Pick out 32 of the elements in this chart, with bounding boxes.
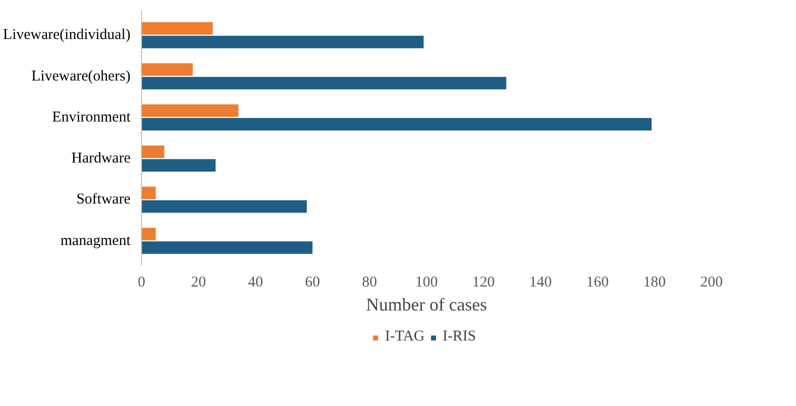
bar [142, 241, 312, 254]
bar [142, 200, 307, 213]
x-tick-label: 40 [248, 274, 263, 290]
y-tick-label: Environment [52, 109, 132, 126]
bar [142, 228, 156, 240]
x-tick-label: 100 [415, 274, 438, 290]
legend-label: I-RIS [442, 328, 476, 346]
bar [142, 146, 164, 158]
bar [142, 104, 238, 117]
x-tick-label: 200 [700, 274, 723, 290]
y-tick-label: Software [76, 192, 131, 208]
bar [142, 186, 156, 200]
x-tick-label: 180 [643, 274, 666, 290]
bar [142, 63, 193, 76]
bar [142, 22, 213, 35]
x-axis-title: Number of cases [366, 294, 487, 314]
bar [142, 118, 652, 130]
bar [142, 76, 506, 90]
y-tick-label: Liveware(individual) [3, 27, 131, 44]
x-tick-label: 0 [138, 274, 146, 290]
bar [142, 36, 424, 48]
y-tick-label: managment [60, 232, 132, 249]
x-tick-label: 160 [586, 274, 609, 290]
x-tick-label: 60 [305, 274, 320, 290]
x-tick-label: 80 [362, 274, 377, 290]
y-tick-label: Liveware(ohers) [31, 68, 131, 84]
x-tick-label: 140 [529, 274, 552, 290]
x-tick-label: 20 [191, 274, 206, 290]
x-tick-label: 120 [472, 274, 495, 290]
bar [142, 159, 216, 172]
y-tick-label: Hardware [71, 150, 131, 167]
legend-label: I-TAG [385, 328, 425, 346]
